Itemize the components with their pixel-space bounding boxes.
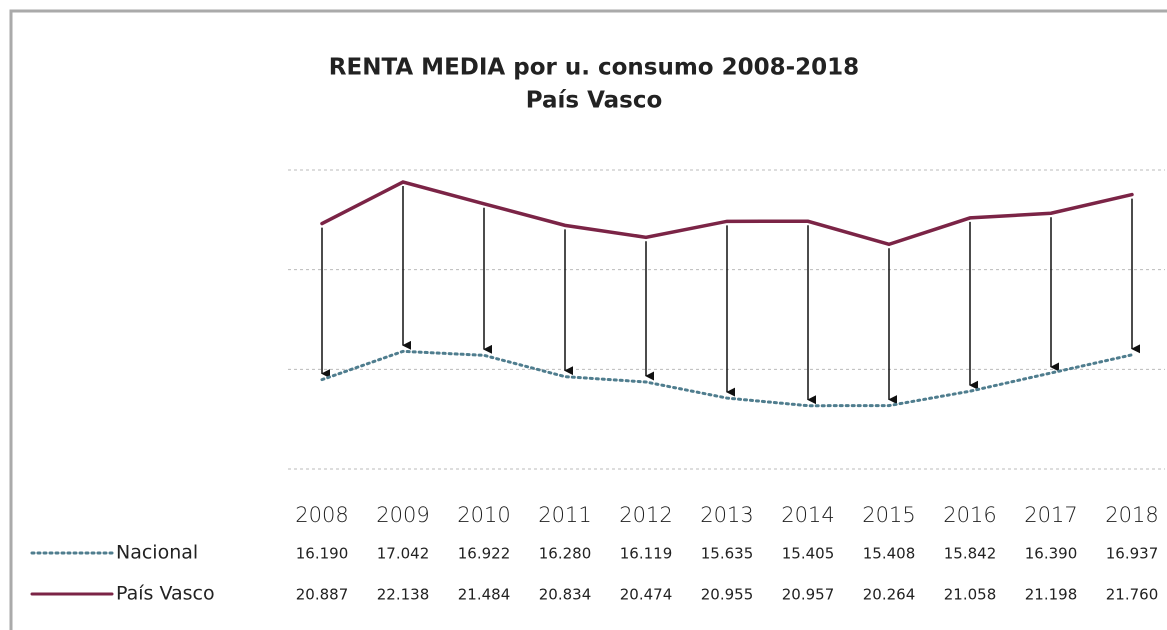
table-value: 21.198 <box>1025 586 1078 604</box>
table-value: 16.937 <box>1106 545 1159 563</box>
table-value: 15.405 <box>782 545 835 563</box>
table-value: 16.922 <box>458 545 511 563</box>
table-value: 16.280 <box>539 545 592 563</box>
x-tick-label: 2010 <box>457 503 510 527</box>
x-tick-label: 2008 <box>295 503 348 527</box>
legend-label: País Vasco <box>116 583 215 605</box>
table-value: 20.474 <box>620 586 673 604</box>
table-value: 15.408 <box>863 545 916 563</box>
x-tick-label: 2015 <box>862 503 915 527</box>
frame <box>9 9 1167 630</box>
table-value: 20.834 <box>539 586 592 604</box>
table-value: 21.760 <box>1106 586 1159 604</box>
x-tick-label: 2012 <box>619 503 672 527</box>
x-tick-label: 2018 <box>1105 503 1158 527</box>
table-value: 22.138 <box>377 586 430 604</box>
table-value: 20.955 <box>701 586 754 604</box>
legend-label: Nacional <box>116 542 198 564</box>
table-value: 20.887 <box>296 586 349 604</box>
x-tick-label: 2017 <box>1024 503 1077 527</box>
x-tick-label: 2013 <box>700 503 753 527</box>
table-value: 16.390 <box>1025 545 1078 563</box>
chart-title: RENTA MEDIA por u. consumo 2008-2018 <box>329 55 859 81</box>
x-tick-label: 2011 <box>538 503 591 527</box>
table-value: 21.058 <box>944 586 997 604</box>
table-value: 20.264 <box>863 586 916 604</box>
chart-subtitle: País Vasco <box>526 88 663 114</box>
x-tick-label: 2016 <box>943 503 996 527</box>
table-value: 16.190 <box>296 545 349 563</box>
series-line <box>320 180 1134 247</box>
x-tick-label: 2014 <box>781 503 834 527</box>
table-value: 15.635 <box>701 545 754 563</box>
series-line <box>320 349 1134 408</box>
table-value: 21.484 <box>458 586 511 604</box>
table-value: 17.042 <box>377 545 430 563</box>
table-value: 15.842 <box>944 545 997 563</box>
table-value: 16.119 <box>620 545 673 563</box>
x-tick-label: 2009 <box>376 503 429 527</box>
table-value: 20.957 <box>782 586 835 604</box>
